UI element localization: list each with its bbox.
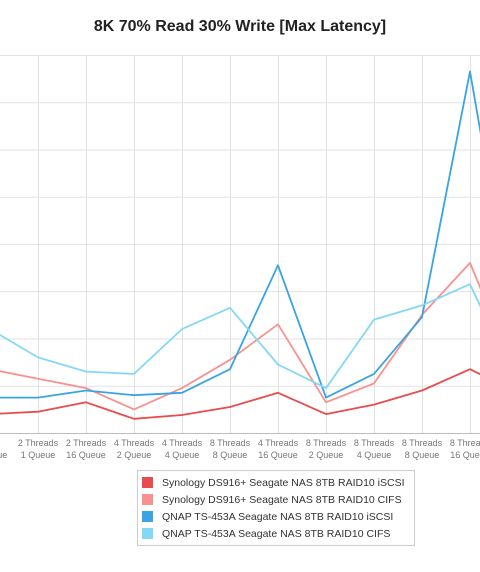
x-tick-labels: 1 Queue 2 Threads 1 Queue 2 Threads 16 Queue…: [0, 438, 480, 460]
legend-swatch: [142, 528, 153, 539]
x-tick-label: 4 Threads: [258, 438, 299, 448]
x-tick-label: 16 Queue: [258, 450, 298, 460]
legend-item-2[interactable]: Synology DS916+ Seagate NAS 8TB RAID10 C…: [142, 491, 410, 508]
x-tick-label: 8 Threads: [450, 438, 480, 448]
x-tick-label: 8 Threads: [210, 438, 251, 448]
legend-label: Synology DS916+ Seagate NAS 8TB RAID10 i…: [162, 476, 405, 489]
x-tick-label: 8 Threads: [402, 438, 443, 448]
x-tick-label: 8 Queue: [405, 450, 440, 460]
legend: Synology DS916+ Seagate NAS 8TB RAID10 i…: [137, 470, 415, 546]
legend-swatch: [142, 511, 153, 522]
grid-lines: [0, 55, 480, 434]
series-line-2: [0, 261, 480, 411]
x-tick-label: 4 Threads: [162, 438, 203, 448]
x-tick-label: 8 Queue: [213, 450, 248, 460]
x-tick-label: 16 Queue: [450, 450, 480, 460]
series-line-4: [0, 283, 480, 390]
x-tick-label: 1 Queue: [21, 450, 56, 460]
legend-swatch: [142, 477, 153, 488]
x-tick-label: 16 Queue: [66, 450, 106, 460]
legend-label: QNAP TS-453A Seagate NAS 8TB RAID10 CIFS: [162, 527, 391, 540]
x-tick-label: 2 Threads: [18, 438, 59, 448]
series-line-1: [0, 368, 480, 420]
x-tick-label: 8 Threads: [354, 438, 395, 448]
x-tick-label: 4 Queue: [165, 450, 200, 460]
x-tick-label: 4 Queue: [357, 450, 392, 460]
legend-item-3[interactable]: QNAP TS-453A Seagate NAS 8TB RAID10 iSCS…: [142, 508, 410, 525]
legend-label: Synology DS916+ Seagate NAS 8TB RAID10 C…: [162, 493, 402, 506]
x-tick-label: 8 Threads: [306, 438, 347, 448]
legend-item-4[interactable]: QNAP TS-453A Seagate NAS 8TB RAID10 CIFS: [142, 525, 410, 542]
legend-item-1[interactable]: Synology DS916+ Seagate NAS 8TB RAID10 i…: [142, 474, 410, 491]
x-tick-label: 2 Threads: [66, 438, 107, 448]
legend-label: QNAP TS-453A Seagate NAS 8TB RAID10 iSCS…: [162, 510, 394, 523]
x-tick-label: 2 Queue: [309, 450, 344, 460]
series-line-3: [0, 70, 480, 399]
x-tick-label: 1 Queue: [0, 450, 7, 460]
chart-title: 8K 70% Read 30% Write [Max Latency]: [93, 18, 387, 35]
x-tick-label: 2 Queue: [117, 450, 152, 460]
series-lines: [0, 70, 480, 420]
legend-swatch: [142, 494, 153, 505]
x-tick-label: 4 Threads: [114, 438, 155, 448]
